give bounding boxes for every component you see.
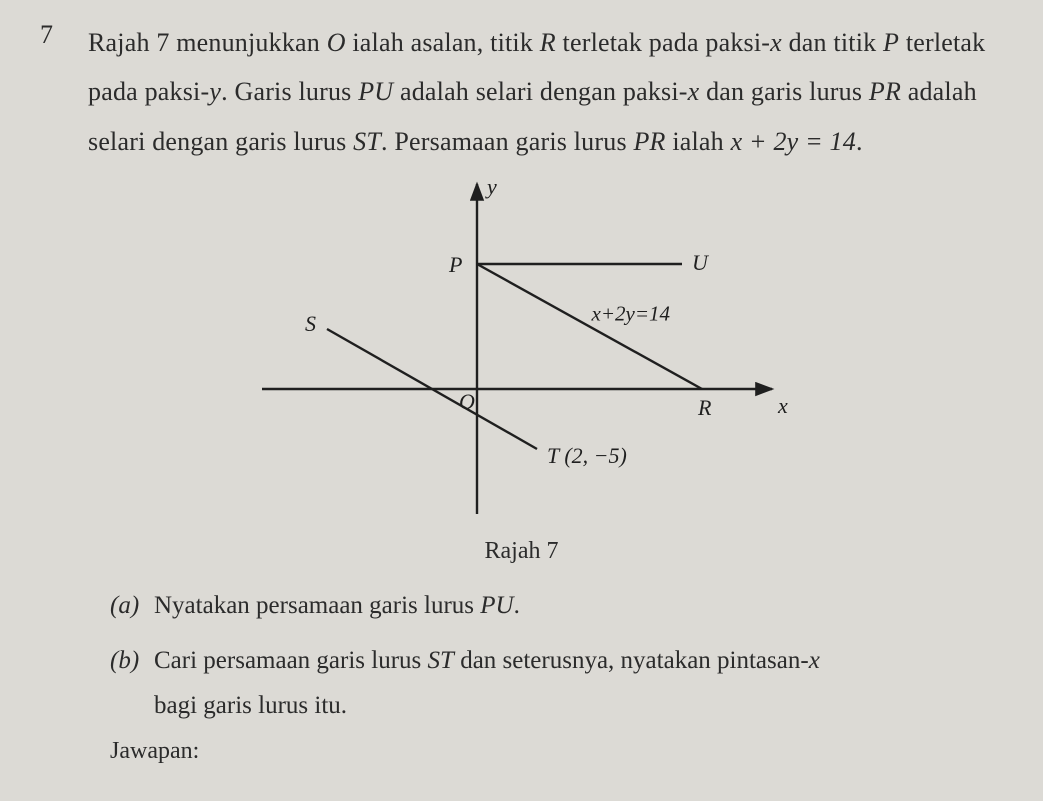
stem-x1: x [770,28,782,57]
a-t2: . [514,592,520,619]
svg-text:T (2, −5): T (2, −5) [547,443,627,468]
svg-text:x: x [777,393,788,418]
stem-PR: PR [869,77,901,106]
diagram-svg: y x P U O R S T (2, −5) x+2y=14 [242,174,802,534]
part-b-text: Cari persamaan garis lurus ST dan seteru… [154,638,1003,728]
stem-P: P [883,28,899,57]
svg-text:S: S [305,311,316,336]
stem-t13: ialah [666,127,731,156]
figure-caption: Rajah 7 [40,538,1003,565]
b-ST: ST [428,647,454,674]
b-t1: Cari persamaan garis lurus [154,647,428,674]
exam-page: 7 Rajah 7 menunjukkan O ialah asalan, ti… [0,0,1043,801]
stem-t10: adalah [901,77,977,106]
question-row: 7 Rajah 7 menunjukkan O ialah asalan, ti… [40,18,1003,166]
stem-t3: terletak pada paksi- [556,28,770,57]
question-number: 7 [40,18,88,50]
stem-t8: adalah selari dengan paksi- [393,77,687,106]
stem-period: . [856,127,863,156]
stem-x2: x [688,77,700,106]
stem-y1: y [209,77,221,106]
part-a-label: (a) [110,583,154,628]
stem-t11: selari dengan garis lurus [88,127,353,156]
stem-PU: PU [358,77,393,106]
svg-text:U: U [692,250,710,275]
stem-t5: terletak [899,28,985,57]
stem-t12: . Persamaan garis lurus [381,127,633,156]
b-x: x [809,647,820,674]
question-stem: Rajah 7 menunjukkan O ialah asalan, titi… [88,18,1003,166]
stem-t9: dan garis lurus [699,77,868,106]
svg-text:R: R [697,395,712,420]
part-b: (b) Cari persamaan garis lurus ST dan se… [110,638,1003,728]
stem-t7: . Garis lurus [221,77,358,106]
svg-text:x+2y=14: x+2y=14 [590,302,670,326]
stem-t2: ialah asalan, titik [346,28,540,57]
stem-PR2: PR [633,127,665,156]
svg-text:y: y [485,174,497,199]
stem-eqn: x + 2y = 14 [731,127,856,156]
b-t3: bagi garis lurus itu. [154,692,347,719]
subparts: (a) Nyatakan persamaan garis lurus PU. (… [110,583,1003,728]
stem-O: O [327,28,346,57]
stem-t6: pada paksi- [88,77,209,106]
part-b-label: (b) [110,638,154,728]
stem-t1: Rajah 7 menunjukkan [88,28,327,57]
a-t1: Nyatakan persamaan garis lurus [154,592,480,619]
stem-R: R [540,28,556,57]
a-PU: PU [480,592,513,619]
part-a-text: Nyatakan persamaan garis lurus PU. [154,583,1003,628]
stem-t4: dan titik [782,28,883,57]
part-a: (a) Nyatakan persamaan garis lurus PU. [110,583,1003,628]
svg-text:O: O [459,389,475,414]
answer-label: Jawapan: [110,738,1003,765]
stem-ST: ST [353,127,381,156]
figure-container: y x P U O R S T (2, −5) x+2y=14 [40,174,1003,534]
svg-text:P: P [448,252,462,277]
b-t2: dan seterusnya, nyatakan pintasan- [454,647,809,674]
